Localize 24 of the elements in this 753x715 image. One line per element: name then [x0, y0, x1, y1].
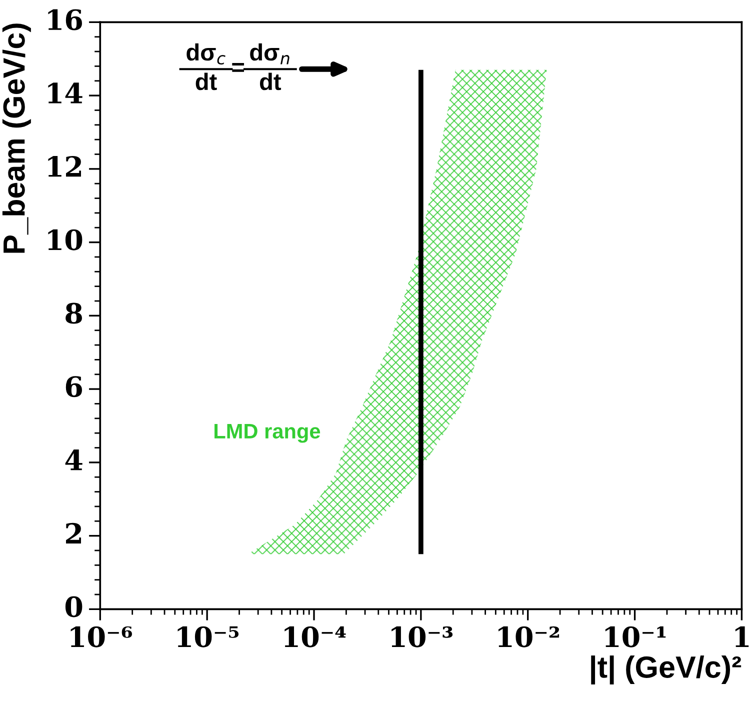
annotation: LMD range: [214, 424, 320, 443]
y-tick-label: 6: [66, 376, 82, 398]
annotation: dσ$_{c}$: [186, 43, 226, 65]
annotation: dσ$_{n}$: [250, 43, 290, 64]
y-tick-label: 14: [48, 82, 82, 104]
y-tick-label: 4: [65, 449, 82, 470]
annotation: dt: [260, 72, 282, 90]
y-tick-label: 2: [66, 522, 81, 544]
x-tick-label: 1: [735, 626, 749, 647]
y-tick-label: 0: [65, 596, 82, 618]
y-axis-title: P_beam (GeV/c): [2, 24, 31, 253]
y-tick-label: 16: [48, 9, 82, 30]
annotation: =: [232, 62, 244, 72]
x-tick-label: 10⁻¹: [605, 626, 666, 648]
y-tick-label: 12: [48, 156, 81, 177]
x-tick-label: 10⁻³: [392, 626, 453, 648]
x-tick-label: 10⁻²: [498, 626, 560, 648]
x-tick-label: 10⁻⁴: [284, 626, 346, 648]
y-tick-label: 8: [66, 302, 82, 324]
x-axis-title: |t| (GeV/c)²: [591, 656, 742, 684]
x-tick-label: 10⁻⁵: [178, 626, 239, 648]
annotation: dt: [196, 72, 217, 90]
x-tick-label: 10⁻⁶: [70, 626, 132, 648]
y-tick-label: 10: [48, 229, 82, 250]
